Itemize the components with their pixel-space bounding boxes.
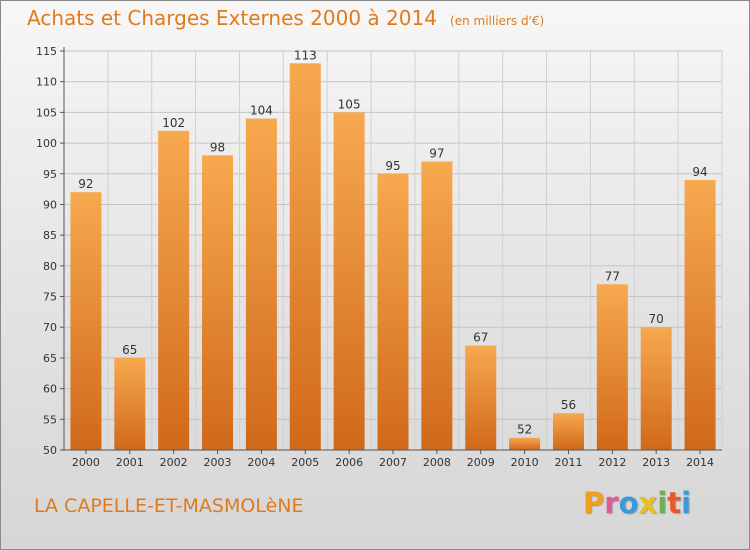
y-tick-label: 110 (36, 76, 57, 89)
bar (333, 112, 365, 450)
title-row: Achats et Charges Externes 2000 à 2014 (… (27, 6, 544, 30)
y-tick-label: 50 (43, 444, 57, 457)
x-tick-label: 2001 (116, 456, 144, 469)
logo-letter: i (657, 486, 668, 520)
y-tick-label: 85 (43, 229, 57, 242)
bar (158, 130, 190, 451)
bar (202, 155, 234, 450)
data-label: 97 (429, 146, 444, 160)
x-tick-label: 2009 (467, 456, 495, 469)
logo-letter: t (667, 486, 682, 520)
x-tick-label: 2013 (642, 456, 670, 469)
data-label: 56 (561, 398, 576, 412)
place-name: LA CAPELLE-ET-MASMOLèNE (34, 495, 304, 517)
bar (552, 413, 584, 450)
logo-letter: r (604, 486, 619, 520)
x-tick-label: 2005 (291, 456, 319, 469)
y-tick-label: 115 (36, 45, 57, 58)
data-label: 77 (605, 269, 620, 283)
x-tick-label: 2008 (423, 456, 451, 469)
data-label: 95 (385, 159, 400, 173)
data-label: 70 (649, 312, 664, 326)
x-tick-label: 2004 (247, 456, 275, 469)
bar (465, 345, 497, 450)
y-tick-label: 60 (43, 383, 57, 396)
data-label: 104 (250, 104, 273, 118)
data-label: 98 (210, 140, 225, 154)
x-tick-label: 2006 (335, 456, 363, 469)
data-label: 92 (78, 177, 93, 191)
y-tick-label: 80 (43, 260, 57, 273)
data-label: 105 (338, 97, 361, 111)
proxiti-logo: Proxiti (583, 486, 691, 520)
bar (596, 284, 628, 450)
y-tick-label: 75 (43, 291, 57, 304)
x-tick-label: 2014 (686, 456, 714, 469)
axis-layer: 50 55 60 65 70 75 80 85 90 95 100 105 110 115 2000 2001… (36, 45, 722, 469)
data-label: 67 (473, 331, 488, 345)
y-tick-label: 90 (43, 198, 57, 211)
bar (114, 357, 146, 450)
data-label: 94 (692, 165, 707, 179)
bar (70, 192, 102, 450)
y-tick-label: 55 (43, 413, 57, 426)
bar (640, 327, 672, 450)
x-tick-label: 2002 (160, 456, 188, 469)
data-label: 52 (517, 423, 532, 437)
bar (377, 173, 409, 450)
chart-unit: (en milliers d'€) (450, 14, 545, 28)
y-tick-label: 70 (43, 321, 57, 334)
logo-letter: x (638, 486, 658, 520)
data-label: 102 (162, 116, 185, 130)
chart-title: Achats et Charges Externes 2000 à 2014 (27, 6, 437, 30)
y-tick-label: 65 (43, 352, 57, 365)
x-tick-label: 2011 (554, 456, 582, 469)
logo-letter: i (681, 486, 692, 520)
bar (509, 437, 541, 450)
y-tick-label: 105 (36, 106, 57, 119)
y-tick-label: 95 (43, 168, 57, 181)
x-tick-label: 2010 (511, 456, 539, 469)
x-tick-label: 2000 (72, 456, 100, 469)
bar (289, 63, 321, 451)
bar (421, 161, 453, 450)
y-tick-label: 100 (36, 137, 57, 150)
logo-letter: P (583, 486, 605, 520)
x-tick-label: 2003 (204, 456, 232, 469)
logo-letter: o (618, 486, 639, 520)
x-tick-label: 2007 (379, 456, 407, 469)
data-label: 65 (122, 343, 137, 357)
bar-layer: 92 65 102 98 104 113 105 95 97 67 52 56 77 70 94 (70, 48, 716, 451)
bar (684, 179, 716, 450)
bar (245, 118, 277, 451)
data-label: 113 (294, 48, 317, 62)
x-tick-label: 2012 (598, 456, 626, 469)
